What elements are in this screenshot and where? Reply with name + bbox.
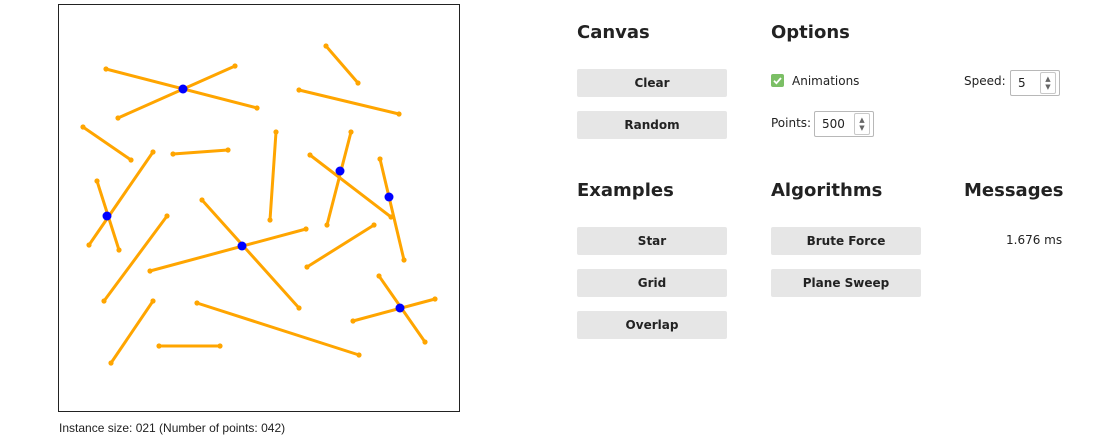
intersection-point — [335, 166, 345, 176]
instance-size-text: Instance size: 021 (Number of points: 04… — [59, 421, 286, 435]
segment-endpoint — [296, 87, 302, 93]
segment-endpoint — [324, 222, 330, 228]
intersection-point — [237, 241, 247, 251]
algorithms-heading: Algorithms — [771, 180, 883, 201]
segment-endpoint — [377, 156, 383, 162]
speed-stepper-icon[interactable]: ▲ ▼ — [1040, 72, 1056, 94]
segment-endpoint — [350, 318, 356, 324]
line-segment — [378, 157, 406, 262]
segment-endpoint — [164, 213, 170, 219]
segment-endpoint — [103, 66, 109, 72]
segment-endpoint — [273, 129, 279, 135]
points-input[interactable]: 500 ▲ ▼ — [814, 111, 874, 137]
brute-force-button[interactable]: Brute Force — [771, 227, 921, 255]
segment-endpoint — [356, 352, 362, 358]
line-segment — [305, 223, 376, 269]
segment-endpoint — [348, 129, 354, 135]
segment-endpoint — [355, 80, 361, 86]
line-segment — [268, 130, 278, 222]
segment-endpoint — [80, 124, 86, 130]
segment-endpoint — [296, 305, 302, 311]
messages-heading: Messages — [964, 180, 1064, 201]
line-segment — [109, 299, 155, 365]
segment-endpoint — [307, 152, 313, 158]
random-button[interactable]: Random — [577, 111, 727, 139]
line-segment — [81, 125, 133, 162]
line-segment — [116, 64, 237, 120]
check-icon — [773, 77, 782, 85]
animations-checkbox[interactable] — [771, 74, 784, 87]
line-segment — [297, 88, 401, 116]
line-segment — [171, 148, 230, 156]
line-segment — [200, 198, 301, 310]
segment-endpoint — [254, 105, 260, 111]
segment-endpoint — [150, 149, 156, 155]
intersection-point — [102, 211, 112, 221]
line-segment — [308, 153, 393, 219]
segment-endpoint — [94, 178, 100, 184]
line-segment — [102, 214, 169, 303]
segment-endpoint — [86, 242, 92, 248]
points-value: 500 — [822, 117, 845, 131]
segment-endpoint — [371, 222, 377, 228]
intersection-point — [395, 303, 405, 313]
segment-endpoint — [376, 273, 382, 279]
segment-endpoint — [147, 268, 153, 274]
line-segment — [87, 150, 155, 247]
segment-endpoint — [303, 226, 309, 232]
segment-endpoint — [199, 197, 205, 203]
clear-button[interactable]: Clear — [577, 69, 727, 97]
examples-heading: Examples — [577, 180, 674, 201]
segment-endpoint — [267, 217, 273, 223]
line-segment — [195, 301, 361, 357]
segment-endpoint — [194, 300, 200, 306]
line-segment — [325, 130, 353, 227]
options-heading: Options — [771, 22, 850, 43]
segment-endpoint — [396, 111, 402, 117]
overlap-button[interactable]: Overlap — [577, 311, 727, 339]
segment-endpoint — [170, 151, 176, 157]
segments-plot — [80, 43, 438, 366]
speed-label: Speed: — [964, 74, 1006, 88]
speed-value: 5 — [1018, 76, 1026, 90]
segment-endpoint — [150, 298, 156, 304]
intersection-point — [178, 84, 188, 94]
segment-endpoint — [116, 247, 122, 253]
points-stepper-icon[interactable]: ▲ ▼ — [854, 113, 870, 135]
segment-endpoint — [101, 298, 107, 304]
segment-endpoint — [217, 343, 223, 349]
speed-input[interactable]: 5 ▲ ▼ — [1010, 70, 1060, 96]
segment-endpoint — [401, 257, 407, 263]
segment-endpoint — [225, 147, 231, 153]
segment-endpoint — [115, 115, 121, 121]
line-segment — [351, 297, 437, 323]
points-label: Points: — [771, 116, 812, 130]
star-button[interactable]: Star — [577, 227, 727, 255]
line-segment — [324, 44, 360, 85]
segment-endpoint — [108, 360, 114, 366]
segment-endpoint — [422, 339, 428, 345]
segment-endpoint — [432, 296, 438, 302]
line-segment — [148, 227, 308, 273]
plane-sweep-button[interactable]: Plane Sweep — [771, 269, 921, 297]
canvas-heading: Canvas — [577, 22, 650, 43]
segment-endpoint — [156, 343, 162, 349]
drawing-canvas[interactable] — [58, 4, 460, 412]
animations-label: Animations — [792, 74, 860, 88]
grid-button[interactable]: Grid — [577, 269, 727, 297]
segment-endpoint — [323, 43, 329, 49]
segment-endpoint — [304, 264, 310, 270]
segment-endpoint — [232, 63, 238, 69]
segment-endpoint — [128, 157, 134, 163]
timing-message: 1.676 ms — [1006, 233, 1063, 247]
intersection-point — [384, 192, 394, 202]
